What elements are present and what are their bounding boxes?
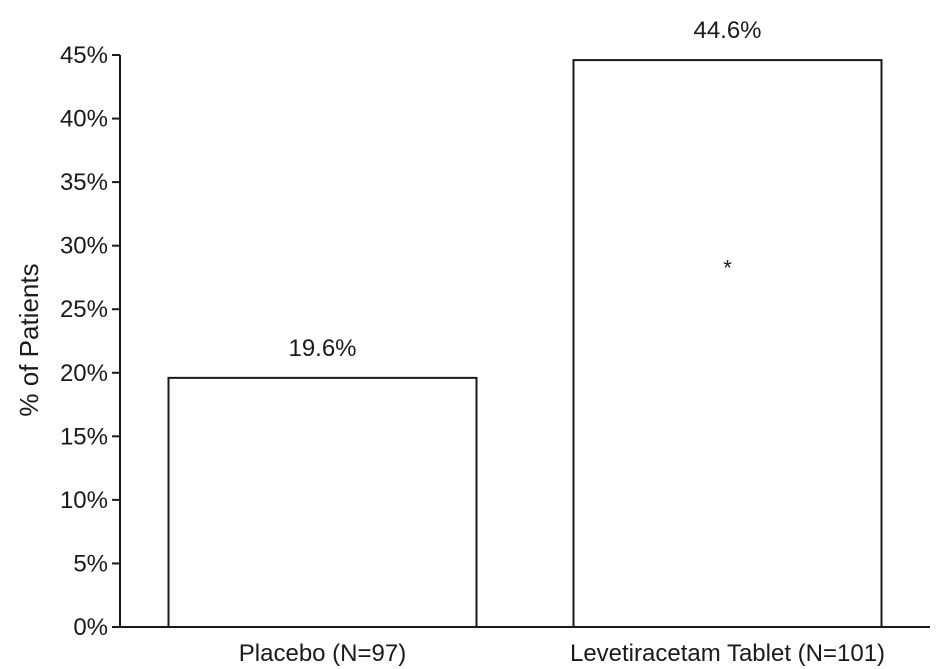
y-tick-label: 15% xyxy=(60,423,108,450)
labels: 19.6% Placebo (N=97) 44.6% Levetiracetam Ta… xyxy=(239,17,885,667)
y-tick-label: 20% xyxy=(60,360,108,387)
bars xyxy=(167,59,883,628)
axes: 0% 5% 10% 15% 20% 25% 30% 35% 40% 45% xyxy=(60,42,930,641)
data-label: 19.6% xyxy=(288,335,356,362)
y-tick-label: 0% xyxy=(73,614,108,641)
y-axis-title: % of Patients xyxy=(14,263,44,416)
y-tick-label: 5% xyxy=(73,550,108,577)
y-tick-label: 10% xyxy=(60,487,108,514)
y-tick-label: 35% xyxy=(60,169,108,196)
significance-mark: * xyxy=(723,256,732,281)
bar xyxy=(572,59,883,628)
x-category-label: Placebo (N=97) xyxy=(239,640,406,667)
y-tick-label: 40% xyxy=(60,106,108,133)
bar xyxy=(167,376,478,628)
x-category-label: Levetiracetam Tablet (N=101) xyxy=(570,640,885,667)
y-tick-label: 25% xyxy=(60,296,108,323)
y-tick-label: 45% xyxy=(60,42,108,69)
data-label: 44.6% xyxy=(693,17,761,44)
y-tick-label: 30% xyxy=(60,233,108,260)
